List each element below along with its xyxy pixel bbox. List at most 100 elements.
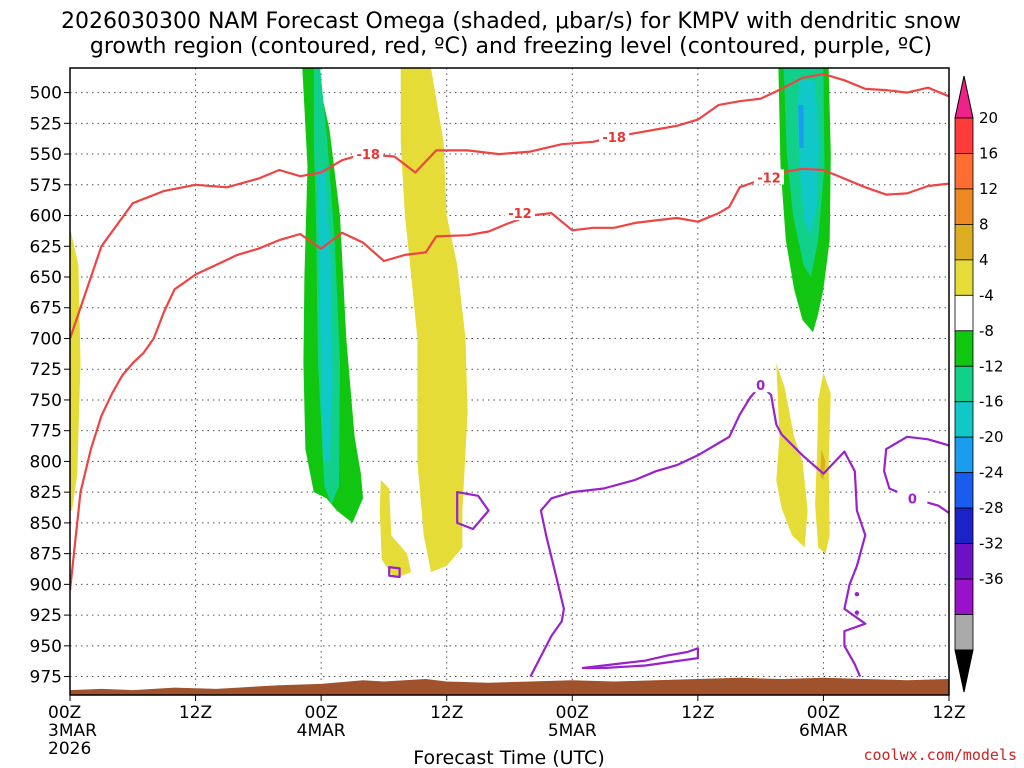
contour-label-bg bbox=[599, 128, 630, 144]
contour-label: -18 bbox=[602, 131, 626, 146]
y-tick-label: 975 bbox=[30, 668, 62, 688]
y-tick-label: 950 bbox=[30, 637, 62, 657]
contour-label: -18 bbox=[356, 148, 380, 163]
y-tick-label: 850 bbox=[30, 514, 62, 534]
colorbar-swatch bbox=[954, 614, 974, 651]
terrain-surface bbox=[70, 677, 949, 695]
colorbar-swatch bbox=[954, 117, 974, 154]
colorbar-swatch bbox=[954, 294, 974, 332]
colorbar-label: 4 bbox=[979, 251, 989, 269]
x-tick-label: 2026 bbox=[48, 739, 91, 759]
contour-label-bg bbox=[897, 490, 928, 506]
y-tick-label: 925 bbox=[30, 606, 62, 626]
terrain-fill bbox=[70, 677, 949, 695]
omega-shading bbox=[70, 68, 831, 579]
colorbar-label: 16 bbox=[979, 144, 998, 162]
shaded-region-5 bbox=[379, 479, 412, 579]
colorbar-label: -8 bbox=[979, 322, 994, 340]
x-tick-label: 00Z bbox=[305, 703, 338, 723]
colorbar-label: -12 bbox=[979, 357, 1004, 375]
shaded-region-2 bbox=[318, 166, 333, 462]
colorbar-label: -16 bbox=[979, 393, 1004, 411]
colorbar-label: -4 bbox=[979, 286, 994, 304]
y-tick-label: 900 bbox=[30, 575, 62, 595]
contour-label: 0 bbox=[908, 492, 917, 507]
contour-line-3 bbox=[883, 435, 949, 514]
x-tick-label: 00Z bbox=[48, 703, 81, 723]
colorbar-bottom-arrow bbox=[954, 649, 974, 693]
contour-label-bg bbox=[504, 205, 535, 221]
contour-label-bg bbox=[754, 169, 785, 185]
y-axis-ticks: 500 525 550 575 600 625 650 675 700 725 750 775 800 8… bbox=[30, 84, 70, 688]
colorbar-swatch bbox=[954, 401, 974, 438]
y-tick-label: 625 bbox=[30, 237, 62, 257]
x-tick-label: 5MAR bbox=[548, 721, 597, 741]
y-tick-label: 675 bbox=[30, 299, 62, 319]
y-tick-label: 875 bbox=[30, 545, 62, 565]
chart-title-line-2: growth region (contoured, red, ºC) and f… bbox=[90, 34, 932, 59]
plot-frame bbox=[69, 67, 950, 696]
contour-label: -12 bbox=[508, 207, 532, 222]
y-tick-label: 800 bbox=[30, 452, 62, 472]
x-tick-label: 12Z bbox=[681, 703, 714, 723]
colorbar-swatch bbox=[954, 436, 974, 474]
x-axis-label: Forecast Time (UTC) bbox=[413, 747, 604, 768]
x-tick-label: 4MAR bbox=[297, 721, 346, 741]
colorbar: 20 16 12 8 4 -4 -8 -12 -16 -20 -24 -28 -32 -36 bbox=[954, 75, 1004, 693]
colorbar-label: 8 bbox=[979, 215, 989, 233]
colorbar-swatch bbox=[954, 507, 974, 544]
contour-label: -12 bbox=[757, 171, 781, 186]
y-tick-label: 825 bbox=[30, 483, 62, 503]
x-tick-label: 6MAR bbox=[799, 721, 848, 741]
contour-line-6 bbox=[388, 566, 401, 579]
credit-text: coolwx.com/models bbox=[863, 746, 1017, 764]
shaded-region-12 bbox=[798, 104, 804, 148]
colorbar-label: -28 bbox=[979, 499, 1004, 517]
y-tick-label: 575 bbox=[30, 176, 62, 196]
colorbar-swatch bbox=[954, 223, 974, 261]
x-tick-label: 00Z bbox=[556, 703, 589, 723]
colorbar-label: 20 bbox=[979, 109, 998, 127]
contour-label: 0 bbox=[756, 379, 765, 394]
contour-label-bg bbox=[353, 146, 384, 162]
x-tick-label: 12Z bbox=[179, 703, 212, 723]
freezing-dot-1 bbox=[854, 610, 860, 615]
y-tick-label: 750 bbox=[30, 391, 62, 411]
y-tick-label: 650 bbox=[30, 268, 62, 288]
shaded-region-3 bbox=[400, 68, 468, 573]
colorbar-swatch bbox=[954, 330, 974, 367]
contour-line-0 bbox=[70, 73, 949, 339]
colorbar-swatch bbox=[954, 472, 974, 509]
x-tick-label: 3MAR bbox=[48, 721, 97, 741]
colorbar-swatch bbox=[954, 259, 974, 296]
colorbar-label: -32 bbox=[979, 535, 1004, 553]
y-tick-label: 550 bbox=[30, 145, 62, 165]
y-tick-label: 500 bbox=[30, 84, 62, 104]
colorbar-swatch bbox=[954, 365, 974, 403]
colorbar-label: 12 bbox=[979, 180, 998, 198]
y-tick-label: 725 bbox=[30, 360, 62, 380]
shaded-region-6 bbox=[776, 363, 808, 548]
colorbar-swatch bbox=[954, 543, 974, 580]
y-tick-label: 775 bbox=[30, 422, 62, 442]
chart-title-line-1: 2026030300 NAM Forecast Omega (shaded, μ… bbox=[61, 9, 961, 34]
y-tick-label: 525 bbox=[30, 114, 62, 134]
x-tick-label: 12Z bbox=[932, 703, 965, 723]
contour-labels: -18 -18 -12 -12 0 0 bbox=[353, 128, 928, 507]
contour-line-5 bbox=[456, 491, 490, 531]
colorbar-label: -36 bbox=[979, 570, 1004, 588]
colorbar-swatch bbox=[954, 188, 974, 225]
shaded-region-4 bbox=[70, 227, 81, 511]
colorbar-label: -24 bbox=[979, 464, 1004, 482]
y-tick-label: 700 bbox=[30, 329, 62, 349]
x-tick-label: 12Z bbox=[430, 703, 463, 723]
x-tick-label: 00Z bbox=[807, 703, 840, 723]
colorbar-top-arrow bbox=[954, 75, 974, 119]
contour-line-4 bbox=[581, 647, 699, 670]
colorbar-swatch bbox=[954, 153, 974, 190]
contour-label-bg bbox=[745, 377, 776, 393]
colorbar-label: -20 bbox=[979, 428, 1004, 446]
y-tick-label: 600 bbox=[30, 207, 62, 227]
